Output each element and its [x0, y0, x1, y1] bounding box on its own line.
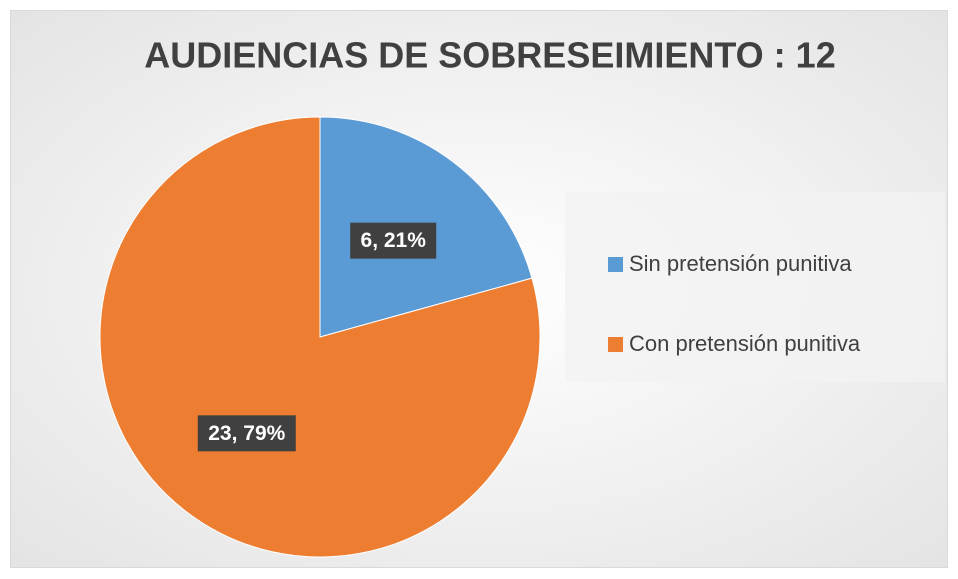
legend-swatch: [608, 257, 623, 272]
data-label-box: [350, 222, 437, 259]
chart-title: AUDIENCIAS DE SOBRESEIMIENTO : 12: [144, 35, 835, 76]
legend-swatch: [608, 337, 623, 352]
legend-label: Con pretensión punitiva: [629, 331, 861, 356]
legend-box: [565, 192, 945, 382]
data-label-box: [197, 415, 296, 452]
legend-label: Sin pretensión punitiva: [629, 251, 852, 276]
data-label: 23, 79%: [208, 422, 285, 445]
data-label: 6, 21%: [361, 229, 427, 252]
